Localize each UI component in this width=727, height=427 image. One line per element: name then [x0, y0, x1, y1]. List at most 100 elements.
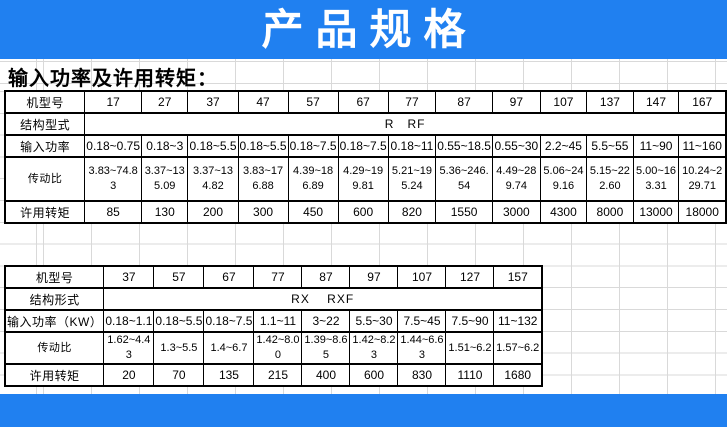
ratio-cell: 4.39~186.89: [287, 156, 339, 202]
ratio-row: 传动比 3.83~74.83 3.37~135.09 3.37~134.82 3.83…: [4, 156, 727, 202]
model-cell: 67: [203, 265, 255, 289]
power-cell: 0.18~7.5: [337, 134, 389, 158]
ratio-cell: 4.29~199.81: [337, 156, 389, 202]
power-cell: 0.18~7.5: [203, 309, 255, 333]
torque-cell: 200: [187, 200, 239, 224]
ratio-cell: 3.83~176.88: [237, 156, 289, 202]
torque-cell: 450: [287, 200, 339, 224]
torque-cell: 830: [397, 363, 447, 387]
power-cell: 11~90: [632, 134, 680, 158]
model-row: 机型号 37 57 67 77 87 97 107 127 157: [4, 265, 543, 289]
ratio-cell: 5.15~222.60: [586, 156, 634, 202]
torque-cell: 13000: [632, 200, 680, 224]
ratio-cell: 1.57~6.2: [493, 331, 543, 365]
ratio-row: 传动比 1.62~4.43 1.3~5.5 1.4~6.7 1.42~8.00 1.39…: [4, 331, 543, 365]
power-cell: 0.18~3: [140, 134, 189, 158]
ratio-cell: 1.4~6.7: [203, 331, 255, 365]
ratio-cell: 3.37~135.09: [140, 156, 189, 202]
model-cell: 57: [153, 265, 205, 289]
r-rf-spec-table: 机型号 17 27 37 47 57 67 77 87 97 107 137 147 167 结构型式 …: [4, 90, 727, 224]
power-cell: 0.18~1.1: [103, 309, 155, 333]
power-cell: 0.55~30: [491, 134, 541, 158]
power-cell: 11~132: [493, 309, 543, 333]
power-cell: 0.18~0.75: [84, 134, 142, 158]
ratio-cell: 1.3~5.5: [153, 331, 205, 365]
structure-cell: R RF: [84, 112, 727, 136]
model-cell: 137: [586, 90, 634, 114]
torque-cell: 400: [301, 363, 351, 387]
power-cell: 5.5~55: [586, 134, 634, 158]
ratio-cell: 3.37~134.82: [187, 156, 239, 202]
torque-cell: 85: [84, 200, 142, 224]
model-cell: 157: [493, 265, 543, 289]
structure-row: 结构形式 RX RXF: [4, 287, 543, 311]
torque-cell: 18000: [678, 200, 727, 224]
rx-rxf-spec-table: 机型号 37 57 67 77 87 97 107 127 157 结构形式 RX RXF 输入…: [4, 265, 543, 387]
torque-cell: 600: [337, 200, 389, 224]
ratio-cell: 5.36~246.54: [435, 156, 493, 202]
model-cell: 27: [140, 90, 189, 114]
torque-cell: 1550: [435, 200, 493, 224]
model-cell: 97: [349, 265, 399, 289]
model-cell: 87: [435, 90, 493, 114]
structure-row: 结构型式 R RF: [4, 112, 727, 136]
torque-cell: 130: [140, 200, 189, 224]
torque-cell: 600: [349, 363, 399, 387]
structure-cell: RX RXF: [103, 287, 543, 311]
row-label-model: 机型号: [4, 265, 105, 289]
power-cell: 7.5~45: [397, 309, 447, 333]
power-cell: 0.18~11: [387, 134, 437, 158]
torque-cell: 1110: [445, 363, 495, 387]
power-row: 输入功率（KW） 0.18~1.1 0.18~5.5 0.18~7.5 1.1~11 3…: [4, 309, 543, 333]
row-label-model: 机型号: [4, 90, 86, 114]
ratio-cell: 1.62~4.43: [103, 331, 155, 365]
row-label-power: 输入功率: [4, 134, 86, 158]
footer-banner: [0, 394, 727, 427]
torque-cell: 8000: [586, 200, 634, 224]
torque-row: 许用转矩 20 70 135 215 400 600 830 1110 1680: [4, 363, 543, 387]
torque-cell: 1680: [493, 363, 543, 387]
row-label-torque: 许用转矩: [4, 200, 86, 224]
ratio-cell: 5.21~195.24: [387, 156, 437, 202]
ratio-cell: 5.00~163.31: [632, 156, 680, 202]
power-cell: 7.5~90: [445, 309, 495, 333]
model-cell: 17: [84, 90, 142, 114]
model-cell: 37: [103, 265, 155, 289]
power-cell: 1.1~11: [253, 309, 303, 333]
torque-cell: 300: [237, 200, 289, 224]
model-cell: 127: [445, 265, 495, 289]
power-cell: 3~22: [301, 309, 351, 333]
row-label-structure: 结构型式: [4, 112, 86, 136]
section-title: 输入功率及许用转矩：: [8, 68, 218, 90]
power-row: 输入功率 0.18~0.75 0.18~3 0.18~5.5 0.18~5.5 0.18…: [4, 134, 727, 158]
power-cell: 5.5~30: [349, 309, 399, 333]
power-cell: 0.55~18.5: [435, 134, 493, 158]
power-cell: 0.18~5.5: [187, 134, 239, 158]
model-cell: 97: [491, 90, 541, 114]
header-banner: 产品规格: [0, 0, 727, 59]
page-title: 产品规格: [261, 5, 478, 54]
torque-cell: 135: [203, 363, 255, 387]
row-label-power: 输入功率（KW）: [4, 309, 105, 333]
power-cell: 0.18~5.5: [237, 134, 289, 158]
ratio-cell: 1.51~6.2: [445, 331, 495, 365]
torque-cell: 3000: [491, 200, 541, 224]
model-cell: 67: [337, 90, 389, 114]
model-cell: 77: [387, 90, 437, 114]
torque-cell: 4300: [539, 200, 588, 224]
ratio-cell: 10.24~229.71: [678, 156, 727, 202]
row-label-ratio: 传动比: [4, 156, 86, 202]
torque-cell: 215: [253, 363, 303, 387]
ratio-cell: 1.42~8.00: [253, 331, 303, 365]
ratio-cell: 5.06~249.16: [539, 156, 588, 202]
model-cell: 57: [287, 90, 339, 114]
model-cell: 107: [539, 90, 588, 114]
row-label-structure: 结构形式: [4, 287, 105, 311]
power-cell: 2.2~45: [539, 134, 588, 158]
model-cell: 77: [253, 265, 303, 289]
ratio-cell: 1.39~8.65: [301, 331, 351, 365]
power-cell: 11~160: [678, 134, 727, 158]
ratio-cell: 1.44~6.63: [397, 331, 447, 365]
model-cell: 167: [678, 90, 727, 114]
